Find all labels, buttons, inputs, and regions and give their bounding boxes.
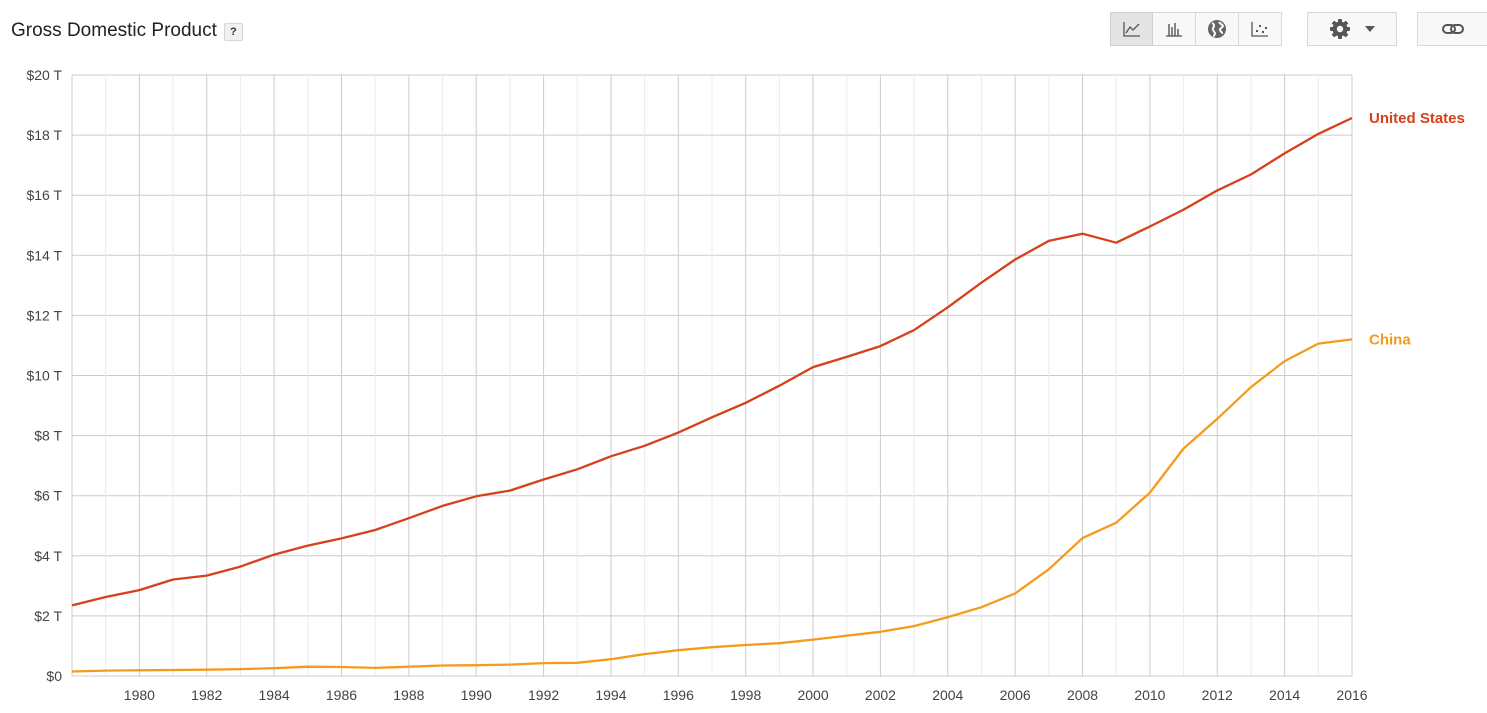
x-tick-label: 2012: [1202, 687, 1233, 703]
series-label[interactable]: China: [1369, 331, 1411, 348]
y-tick-label: $12 T: [26, 307, 62, 323]
share-link-button[interactable]: [1417, 12, 1487, 46]
x-tick-label: 1998: [730, 687, 761, 703]
x-tick-label: 2008: [1067, 687, 1098, 703]
line-chart-icon: [1122, 22, 1140, 37]
globe-icon: [1208, 20, 1226, 38]
help-button[interactable]: ?: [223, 23, 243, 41]
y-tick-label: $18 T: [26, 127, 62, 143]
x-tick-label: 1988: [393, 687, 424, 703]
y-axis-labels: $0 $2 T $4 T $6 T $8 T $10 T $12 T $14 T $16 T $1…: [26, 67, 62, 684]
series-labels: United States China: [1369, 110, 1465, 348]
x-tick-label: 1994: [595, 687, 626, 703]
bar-chart-icon: [1166, 23, 1182, 37]
x-tick-label: 1996: [663, 687, 694, 703]
series-line-united-states[interactable]: [71, 116, 1353, 607]
y-tick-label: $4 T: [34, 548, 62, 564]
chart-grid: [71, 74, 1353, 677]
x-tick-label: 2006: [1000, 687, 1031, 703]
scatter-chart-icon: [1251, 22, 1268, 37]
y-tick-label: $0: [46, 668, 62, 684]
x-tick-label: 1990: [461, 687, 492, 703]
page-title: Gross Domestic Product: [11, 20, 217, 41]
x-tick-label: 2004: [932, 687, 963, 703]
settings-button[interactable]: [1307, 12, 1397, 46]
series-line-china[interactable]: [71, 338, 1353, 673]
x-tick-label: 2010: [1134, 687, 1165, 703]
y-tick-label: $20 T: [26, 67, 62, 83]
y-tick-label: $6 T: [34, 488, 62, 504]
caret-down-icon: [1365, 26, 1375, 32]
link-icon: [1441, 24, 1464, 34]
chart-series: [71, 116, 1353, 673]
scatter-chart-button[interactable]: [1239, 12, 1282, 46]
y-tick-label: $10 T: [26, 368, 62, 384]
x-tick-label: 1980: [124, 687, 155, 703]
map-button[interactable]: [1196, 12, 1239, 46]
y-tick-label: $8 T: [34, 428, 62, 444]
y-tick-label: $14 T: [26, 247, 62, 263]
x-tick-label: 2000: [797, 687, 828, 703]
series-label[interactable]: United States: [1369, 110, 1465, 127]
x-tick-label: 1984: [259, 687, 290, 703]
x-tick-label: 2016: [1336, 687, 1367, 703]
y-tick-label: $2 T: [34, 608, 62, 624]
gear-icon: [1330, 19, 1350, 39]
x-tick-label: 2002: [865, 687, 896, 703]
bar-chart-button[interactable]: [1153, 12, 1196, 46]
x-tick-label: 2014: [1269, 687, 1300, 703]
x-axis-labels: 1980 1982 1984 1986 1988 1990 1992 1994 1996 1998…: [124, 687, 1368, 703]
x-tick-label: 1992: [528, 687, 559, 703]
chart-type-toolbar: [1110, 12, 1282, 46]
y-tick-label: $16 T: [26, 187, 62, 203]
x-tick-label: 1986: [326, 687, 357, 703]
x-tick-label: 1982: [191, 687, 222, 703]
chart-header: Gross Domestic Product ?: [11, 20, 243, 42]
line-chart-button[interactable]: [1110, 12, 1153, 46]
